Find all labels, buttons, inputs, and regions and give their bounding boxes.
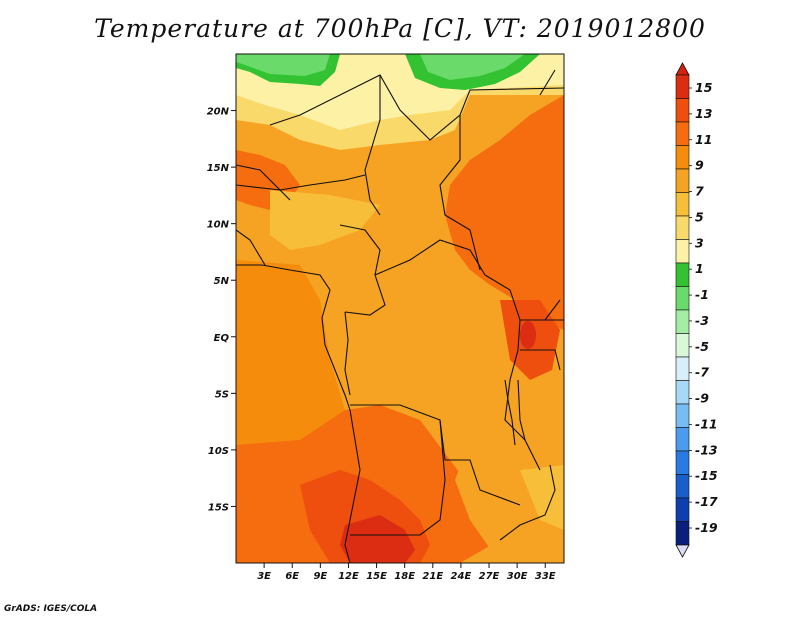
colorbar-min-arrow <box>675 544 690 558</box>
colorbar-swatch <box>675 309 690 334</box>
colorbar-label: -13 <box>695 442 718 457</box>
region-atlantic-sw <box>236 260 345 470</box>
colorbar-swatch <box>675 98 690 123</box>
border-sahel-west <box>236 164 291 266</box>
x-tick-label: 3E <box>257 571 271 582</box>
plot-frame <box>235 53 565 564</box>
colorbar-label: 1 <box>695 261 704 276</box>
colorbar-swatch <box>675 74 690 99</box>
colorbar-label: -5 <box>695 339 709 354</box>
border-ethiopia <box>539 69 564 321</box>
region-south-hottest <box>340 515 415 563</box>
y-tick-label: EQ <box>214 333 230 344</box>
colorbar-max-arrow <box>675 62 690 76</box>
colorbar-label: 3 <box>695 235 704 250</box>
colorbar-swatch <box>675 450 690 475</box>
colorbar-label: 7 <box>695 184 704 199</box>
colorbar-swatch <box>675 427 690 452</box>
y-tick-label: 15S <box>208 502 229 513</box>
colorbar-swatch <box>675 239 690 264</box>
colorbar-label: 15 <box>695 80 713 95</box>
colorbar-swatch <box>675 380 690 405</box>
border-sahara-north <box>269 74 564 141</box>
country-boundaries <box>236 69 564 563</box>
border-lake-tanganyika <box>504 379 526 446</box>
border-car-drc <box>374 239 486 276</box>
region-warm-east <box>445 95 564 330</box>
coastline-west <box>236 264 361 563</box>
temperature-field <box>236 54 564 563</box>
region-se-cool <box>455 435 564 563</box>
colorbar-swatch <box>675 215 690 240</box>
region-cool-sahel <box>270 190 380 250</box>
border-chad-sudan <box>439 115 481 271</box>
colorbar-label: -7 <box>695 365 709 380</box>
y-tick-label: 5N <box>214 276 230 287</box>
border-southeast <box>499 464 556 541</box>
colorbar-swatch <box>675 262 690 287</box>
x-tick-label: 6E <box>285 571 299 582</box>
region-green-light-ne <box>420 54 525 80</box>
colorbar-swatch <box>675 333 690 358</box>
colorbar-label: -9 <box>695 391 709 406</box>
colorbar-swatch <box>675 121 690 146</box>
y-tick-label: 15N <box>207 163 230 174</box>
y-tick-label: 5S <box>215 389 229 400</box>
x-tick-label: 9E <box>313 571 327 582</box>
grads-credit: GrADS: IGES/COLA <box>4 604 98 614</box>
colorbar: 15 13 11 9 7 5 3 1 -1 -3 -5 -7 -9 -11 -13 -15 -17 -19 <box>675 62 718 558</box>
colorbar-swatch <box>675 521 690 546</box>
x-tick-label: 18E <box>394 571 415 582</box>
region-green-light-nw <box>236 54 330 76</box>
y-tick-label: 10S <box>208 446 229 457</box>
colorbar-label: 9 <box>695 158 704 173</box>
border-niger-chad <box>364 75 381 216</box>
colorbar-label: -17 <box>695 494 718 509</box>
colorbar-label: 13 <box>695 106 712 121</box>
x-tick-label: 15E <box>366 571 387 582</box>
y-tick-label: 20N <box>207 107 230 118</box>
colorbar-label: -19 <box>695 520 718 535</box>
colorbar-label: 5 <box>695 209 704 224</box>
lake-victoria-warm <box>520 321 536 349</box>
x-tick-label: 12E <box>338 571 359 582</box>
colorbar-label: -3 <box>695 313 709 328</box>
border-angola-drc <box>350 404 521 506</box>
colorbar-label: 11 <box>695 132 712 147</box>
colorbar-swatch <box>675 403 690 428</box>
border-drc-east <box>484 274 541 471</box>
border-congo-drc <box>344 311 351 396</box>
colorbar-swatch <box>675 497 690 522</box>
colorbar-swatch <box>675 145 690 170</box>
x-tick-label: 33E <box>535 571 556 582</box>
colorbar-label: -11 <box>695 416 718 431</box>
colorbar-swatch <box>675 168 690 193</box>
border-nigeria <box>236 174 366 191</box>
colorbar-label: -15 <box>695 468 718 483</box>
colorbar-swatch <box>675 192 690 217</box>
x-tick-label: 27E <box>479 571 500 582</box>
colorbar-swatch <box>675 474 690 499</box>
colorbar-label: -1 <box>695 287 709 302</box>
border-angola-zambia <box>350 419 446 536</box>
colorbar-swatch <box>675 356 690 381</box>
colorbar-swatch <box>675 286 690 311</box>
x-tick-label: 24E <box>451 571 472 582</box>
y-axis: 20N 15N 10N 5N EQ 5S 10S 15S <box>207 107 236 513</box>
x-axis: 3E 6E 9E 12E 15E 18E 21E 24E 27E 30E 33E <box>257 563 556 582</box>
x-tick-label: 30E <box>507 571 528 582</box>
y-tick-label: 10N <box>207 220 230 231</box>
x-tick-label: 21E <box>422 571 443 582</box>
chart-title: Temperature at 700hPa [C], VT: 201901280… <box>94 14 706 43</box>
